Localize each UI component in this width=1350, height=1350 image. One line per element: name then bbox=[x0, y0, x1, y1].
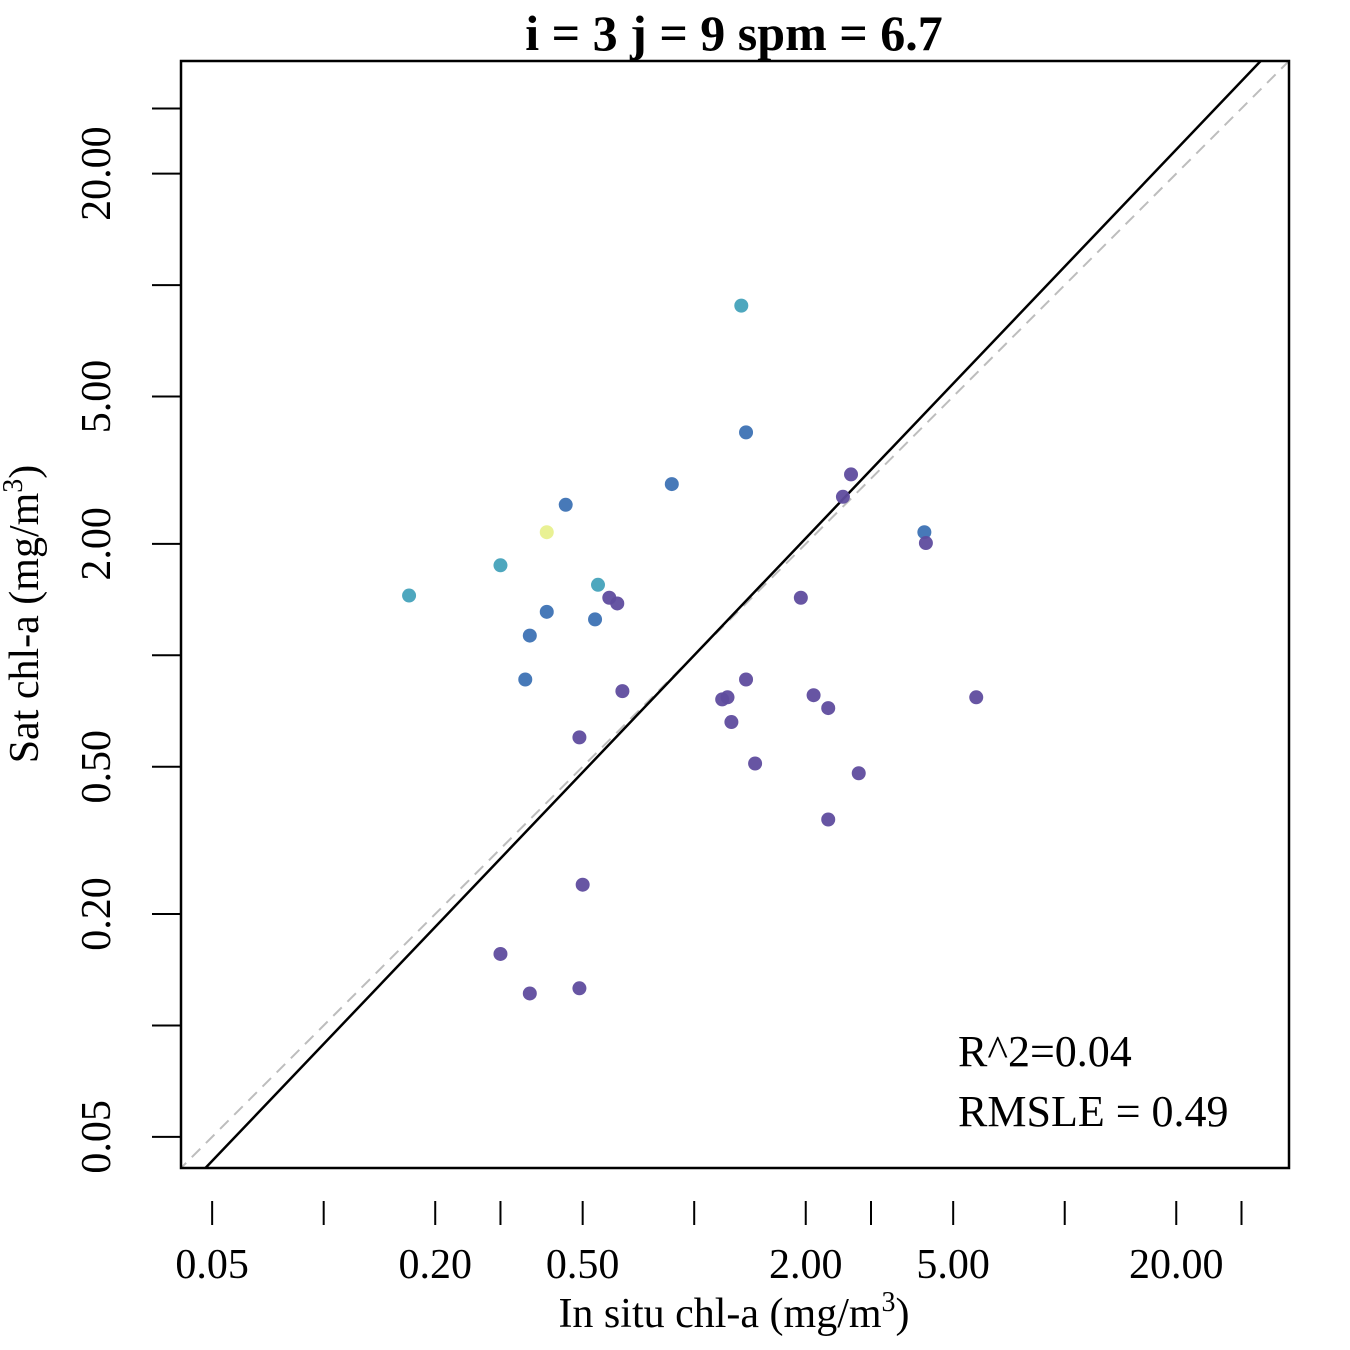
y-axis-label: Sat chl-a (mg/m3) bbox=[0, 465, 48, 764]
data-point bbox=[793, 590, 808, 605]
regression-line bbox=[203, 61, 1263, 1168]
r-squared-annotation: R^2=0.04 bbox=[958, 1027, 1132, 1076]
data-point bbox=[835, 489, 850, 504]
data-point bbox=[918, 536, 933, 551]
data-point bbox=[522, 986, 537, 1001]
data-point bbox=[572, 981, 587, 996]
data-point bbox=[591, 577, 606, 592]
plot-frame bbox=[179, 59, 1291, 1170]
data-point bbox=[739, 672, 754, 687]
data-point bbox=[610, 596, 625, 611]
rmsle-annotation: RMSLE = 0.49 bbox=[958, 1087, 1229, 1136]
data-point bbox=[821, 701, 836, 716]
data-point bbox=[518, 672, 533, 687]
y-tick-label: 5.00 bbox=[74, 360, 120, 434]
data-point bbox=[493, 946, 508, 961]
data-point bbox=[664, 477, 679, 492]
data-point bbox=[724, 715, 739, 730]
y-tick-label: 20.00 bbox=[74, 126, 120, 221]
data-point bbox=[575, 877, 590, 892]
data-point bbox=[734, 298, 749, 313]
x-axis-label-exponent: 3 bbox=[882, 1287, 896, 1318]
y-axis-label-close: ) bbox=[2, 465, 48, 479]
data-point bbox=[806, 688, 821, 703]
data-point bbox=[572, 730, 587, 745]
x-tick-label: 2.00 bbox=[769, 1242, 843, 1288]
data-point bbox=[615, 684, 630, 699]
data-point bbox=[969, 690, 984, 705]
data-point bbox=[821, 812, 836, 827]
x-tick-label: 5.00 bbox=[916, 1242, 990, 1288]
y-axis: 0.05 0.20 0.50 2.00 5.00 20.00 bbox=[74, 107, 180, 1174]
x-axis-label-text: In situ chl-a (mg/m bbox=[558, 1291, 881, 1337]
data-point bbox=[539, 604, 554, 619]
data-point bbox=[588, 612, 603, 627]
y-tick-label: 0.05 bbox=[74, 1100, 120, 1174]
data-point bbox=[539, 525, 554, 540]
data-point bbox=[522, 628, 537, 643]
y-tick-label: 0.20 bbox=[74, 877, 120, 951]
data-points bbox=[402, 298, 984, 1001]
x-tick-label: 0.20 bbox=[398, 1242, 472, 1288]
chart-title: i = 3 j = 9 spm = 6.7 bbox=[525, 5, 942, 61]
x-tick-label: 20.00 bbox=[1129, 1242, 1224, 1288]
y-axis-label-exponent: 3 bbox=[0, 479, 29, 493]
data-point bbox=[851, 766, 866, 781]
data-point bbox=[917, 525, 932, 540]
x-axis-label: In situ chl-a (mg/m3) bbox=[558, 1287, 909, 1337]
data-point bbox=[748, 756, 763, 771]
data-point bbox=[558, 497, 573, 512]
x-axis: 0.05 0.20 0.50 2.00 5.00 20.00 bbox=[175, 1201, 1243, 1288]
data-point bbox=[720, 690, 735, 705]
x-tick-label: 0.05 bbox=[175, 1242, 249, 1288]
y-tick-label: 0.50 bbox=[74, 730, 120, 804]
data-point bbox=[739, 425, 754, 440]
y-axis-label-text: Sat chl-a (mg/m bbox=[2, 492, 48, 763]
data-point bbox=[844, 467, 859, 482]
reference-line bbox=[181, 61, 1289, 1168]
y-tick-label: 2.00 bbox=[74, 507, 120, 581]
x-tick-label: 0.50 bbox=[546, 1242, 620, 1288]
data-point bbox=[402, 588, 417, 603]
x-axis-label-close: ) bbox=[896, 1291, 910, 1337]
data-point bbox=[493, 558, 508, 573]
plot-lines bbox=[181, 61, 1289, 1168]
